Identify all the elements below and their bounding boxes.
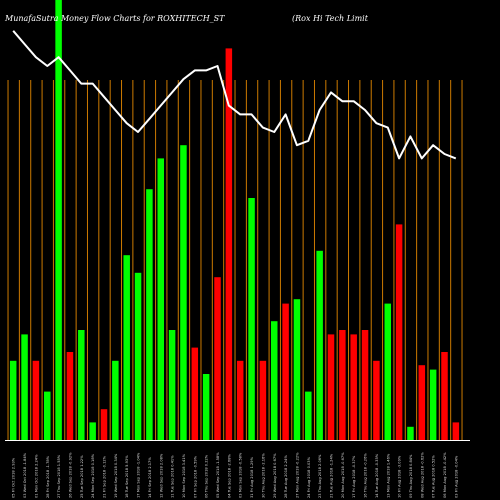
bar-37 (429, 369, 437, 440)
bar-35 (407, 426, 414, 440)
x-tick-label-24: 28 Tue Aug 2018 2.24% (284, 455, 288, 498)
x-tick-label-0: 05 Fri Oct 2018 2.93% (12, 457, 16, 498)
x-tick-label-14: 11 Tue Sep 2018 0.41% (171, 455, 175, 498)
x-tick-label-32: 14 Tue Aug 2018 -0.35% (375, 453, 379, 498)
x-tick-label-4: 27 Thu Sep 2018 1.55% (57, 454, 61, 498)
x-tick-label-36: 08 Wed Aug 2018 -0.62% (420, 452, 424, 498)
x-tick-label-6: 25 Tue Sep 2018 1.22% (80, 455, 84, 498)
bar-11 (134, 272, 142, 440)
x-tick-label-8: 21 Fri Sep 2018 -0.12% (103, 455, 107, 498)
bar-27 (316, 250, 323, 440)
x-tick-label-3: 28 Fri Sep 2018 -1.78% (46, 455, 50, 498)
bar-12 (146, 189, 153, 440)
x-tick-label-37: 07 Tue Aug 2018 0.52% (432, 455, 436, 498)
bar-1 (21, 334, 28, 440)
bar-4 (55, 0, 62, 440)
bar-14 (168, 330, 176, 440)
x-tick-label-16: 07 Fri Sep 2018 -0.59% (193, 455, 197, 498)
bar-17 (202, 374, 210, 440)
bar-38 (441, 352, 448, 440)
bar-26 (305, 391, 312, 440)
x-tick-label-18: 05 Wed Sep 2018 -1.58% (216, 452, 220, 498)
x-tick-label-27: 23 Thu Aug 2018 2.06% (318, 454, 322, 498)
bar-39 (452, 422, 460, 440)
bar-36 (418, 365, 426, 440)
bar-19 (225, 48, 233, 441)
x-tick-label-28: 21 Tue Aug 2018 -1.24% (330, 453, 334, 498)
bar-32 (373, 360, 380, 440)
x-tick-label-15: 10 Mon Sep 2018 3.41% (182, 453, 186, 498)
bar-22 (259, 360, 267, 440)
bar-6 (78, 330, 85, 440)
x-tick-label-17: 06 Thu Sep 2018 0.22% (205, 454, 209, 498)
x-tick-label-31: 16 Thu Aug 2018 -0.26% (364, 453, 368, 498)
x-tick-label-34: 10 Fri Aug 2018 -3.09% (398, 455, 402, 498)
bar-10 (123, 255, 130, 440)
bar-31 (361, 330, 369, 440)
bar-18 (214, 277, 221, 440)
x-tick-label-20: 03 Mon Sep 2018 -0.58% (239, 452, 243, 498)
grid (5, 80, 470, 441)
x-tick-label-29: 20 Mon Aug 2018 -0.67% (341, 452, 345, 498)
bar-34 (395, 224, 403, 440)
x-tick-label-1: 03 Wed Oct 2018 -1.84% (23, 452, 27, 498)
bar-16 (191, 347, 199, 440)
x-tick-label-26: 24 Fri Aug 2018 0.03% (307, 456, 311, 498)
bar-7 (89, 422, 96, 440)
bar-5 (66, 352, 74, 440)
x-tick-label-38: 06 Mon Aug 2018 -0.42% (443, 452, 447, 498)
x-tick-label-35: 09 Thu Aug 2018 0.84% (409, 454, 413, 498)
bar-30 (350, 334, 357, 440)
bar-25 (293, 299, 301, 440)
bar-15 (180, 145, 187, 440)
x-tick-label-21: 31 Fri Aug 2018 1.29% (250, 456, 254, 498)
x-tick-label-39: 03 Fri Aug 2018 -0.04% (454, 455, 458, 498)
x-tick-label-2: 01 Mon Oct 2018 2.24% (34, 454, 38, 498)
bar-21 (248, 198, 255, 440)
x-tick-label-9: 19 Wed Sep 2018 0.34% (114, 453, 118, 498)
x-tick-label-25: 27 Mon Aug 2018 -0.22% (295, 452, 299, 498)
money-flow-line (12, 30, 457, 160)
x-tick-label-5: 26 Wed Sep 2018 -0.92% (68, 452, 72, 498)
x-tick-label-11: 17 Mon Sep 2018 -1.04% (137, 452, 141, 498)
bar-28 (327, 334, 335, 440)
x-tick-label-12: 14 Fri Sep 2018 2.17% (148, 457, 152, 498)
bar-series (9, 0, 460, 441)
bar-13 (157, 158, 164, 440)
x-tick-label-33: 13 Mon Aug 2018 1.46% (386, 453, 390, 498)
x-tick-label-7: 24 Mon Sep 2018 0.18% (91, 453, 95, 498)
bar-8 (100, 409, 108, 440)
chart-subtitle: (Rox Hi Tech Limit (292, 14, 369, 23)
bar-23 (271, 321, 278, 440)
bar-0 (9, 360, 17, 440)
x-tick-label-10: 18 Tue Sep 2018 5.93% (125, 455, 129, 498)
bar-33 (384, 303, 391, 440)
x-tick-label-19: 04 Tue Sep 2018 -2.68% (227, 454, 231, 498)
bar-24 (282, 303, 289, 440)
bar-29 (339, 330, 346, 440)
x-tick-label-22: 30 Thu Aug 2018 -2.16% (261, 453, 265, 498)
x-tick-labels: 05 Fri Oct 2018 2.93% 03 Wed Oct 2018 -1.… (12, 452, 459, 498)
chart-title: MunafaSutra Money Flow Charts for ROXHIT… (4, 14, 225, 23)
bar-2 (32, 360, 40, 440)
x-tick-label-30: 17 Fri Aug 2018 -0.37% (352, 455, 356, 498)
bar-9 (112, 360, 119, 440)
x-tick-label-23: 29 Wed Aug 2018 0.67% (273, 453, 277, 498)
bar-3 (44, 391, 51, 440)
bar-20 (236, 360, 244, 440)
x-tick-label-13: 12 Wed Sep 2018 2.08% (159, 453, 163, 498)
